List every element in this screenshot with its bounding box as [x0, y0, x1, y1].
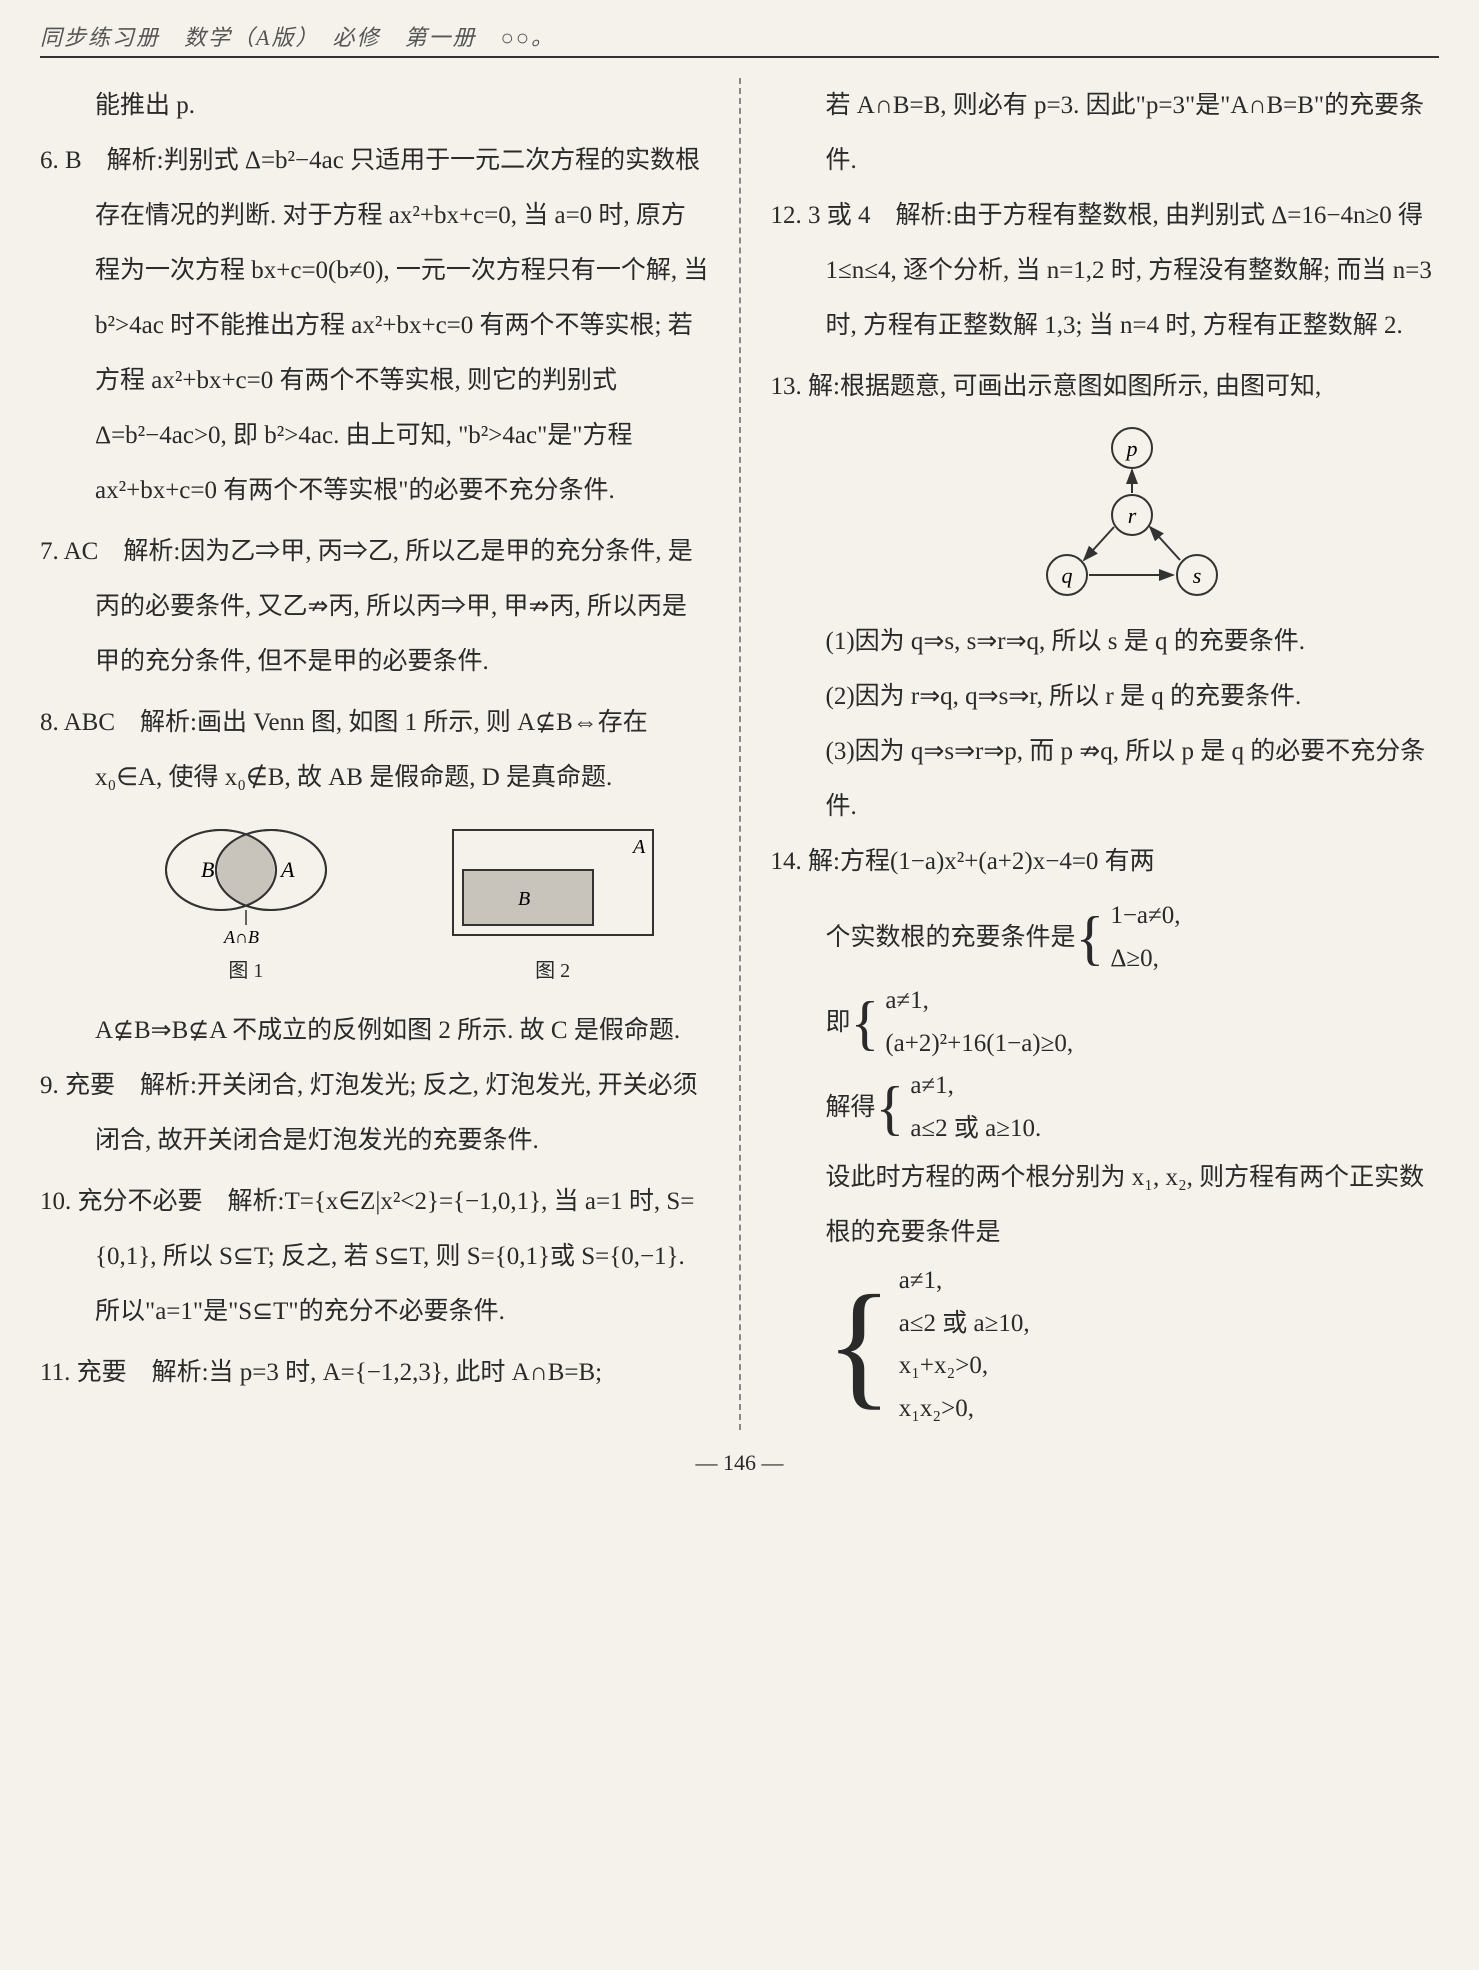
ji-a: a≠1,: [885, 980, 1073, 1023]
item-13-1: (1)因为 q⇒s, s⇒r⇒q, 所以 s 是 q 的充要条件.: [771, 614, 1440, 669]
node-r: r: [1128, 503, 1137, 528]
venn-cap-label: A∩B: [223, 927, 259, 945]
right-column: 若 A∩B=B, 则必有 p=3. 因此"p=3"是"A∩B=B"的充要条件. …: [771, 78, 1440, 1430]
fin-d: x₁x₂>0,: [899, 1388, 1030, 1431]
venn-diagram-icon: B A A∩B: [146, 815, 346, 945]
venn-label-b: B: [201, 857, 214, 882]
rect-diagram-icon: A B: [448, 825, 658, 945]
brace-icon: {: [876, 1078, 905, 1138]
rect-label-a: A: [631, 836, 646, 858]
rect-label-b: B: [518, 888, 530, 910]
cond-a: 1−a≠0,: [1110, 895, 1180, 938]
cond-lead: 个实数根的充要条件是: [826, 910, 1076, 965]
column-divider: [739, 78, 741, 1430]
jie-b: a≤2 或 a≥10.: [910, 1108, 1041, 1151]
cond-b: Δ≥0,: [1110, 938, 1180, 981]
item-8: 8. ABC 解析:画出 Venn 图, 如图 1 所示, 则 A⊈B⇔存在 x…: [40, 695, 709, 805]
figure-13: p r q s: [771, 420, 1440, 610]
item-7: 7. AC 解析:因为乙⇒甲, 丙⇒乙, 所以乙是甲的充分条件, 是丙的必要条件…: [40, 524, 709, 689]
brace-icon: {: [851, 993, 880, 1053]
brace-icon: {: [826, 1282, 893, 1408]
ji-b: (a+2)²+16(1−a)≥0,: [885, 1023, 1073, 1066]
item-9: 9. 充要 解析:开关闭合, 灯泡发光; 反之, 灯泡发光, 开关必须闭合, 故…: [40, 1058, 709, 1168]
jie-lead: 解得: [826, 1080, 876, 1135]
page-number: — 146 —: [40, 1450, 1439, 1476]
node-q: q: [1062, 563, 1073, 588]
item-13-2: (2)因为 r⇒q, q⇒s⇒r, 所以 r 是 q 的充要条件.: [771, 669, 1440, 724]
node-s: s: [1193, 563, 1202, 588]
item-6: 6. B 解析:判别式 Δ=b²−4ac 只适用于一元二次方程的实数根存在情况的…: [40, 133, 709, 518]
item-14-mid: 设此时方程的两个根分别为 x₁, x₂, 则方程有两个正实数根的充要条件是: [771, 1150, 1440, 1260]
venn-label-a: A: [279, 857, 295, 882]
figure-2-label: 图 2: [535, 960, 570, 982]
jie-a: a≠1,: [910, 1065, 1041, 1108]
item-11b: 若 A∩B=B, 则必有 p=3. 因此"p=3"是"A∩B=B"的充要条件.: [771, 78, 1440, 188]
item-14-head: 14. 解:方程(1−a)x²+(a+2)x−4=0 有两: [771, 834, 1440, 889]
item-14-ji: 即 { a≠1, (a+2)²+16(1−a)≥0,: [771, 980, 1440, 1065]
implication-graph-icon: p r q s: [1012, 420, 1252, 610]
figure-1-label: 图 1: [228, 960, 263, 982]
figure-row: B A A∩B 图 1 A B 图 2: [40, 815, 709, 993]
item-12: 12. 3 或 4 解析:由于方程有整数根, 由判别式 Δ=16−4n≥0 得 …: [771, 188, 1440, 353]
figure-1: B A A∩B 图 1: [146, 815, 346, 993]
fin-c: x₁+x₂>0,: [899, 1345, 1030, 1388]
node-p: p: [1125, 436, 1138, 461]
item-8b: A⊈B⇒B⊈A 不成立的反例如图 2 所示. 故 C 是假命题.: [40, 1003, 709, 1058]
left-column: 能推出 p. 6. B 解析:判别式 Δ=b²−4ac 只适用于一元二次方程的实…: [40, 78, 709, 1430]
item-14-final: { a≠1, a≤2 或 a≥10, x₁+x₂>0, x₁x₂>0,: [771, 1260, 1440, 1430]
item-14-jie: 解得 { a≠1, a≤2 或 a≥10.: [771, 1065, 1440, 1150]
fin-b: a≤2 或 a≥10,: [899, 1303, 1030, 1346]
two-column-layout: 能推出 p. 6. B 解析:判别式 Δ=b²−4ac 只适用于一元二次方程的实…: [40, 78, 1439, 1430]
item-14-cond: 个实数根的充要条件是 { 1−a≠0, Δ≥0,: [771, 895, 1440, 980]
item-13-3: (3)因为 q⇒s⇒r⇒p, 而 p ⇏q, 所以 p 是 q 的必要不充分条件…: [771, 724, 1440, 834]
figure-2: A B 图 2: [448, 825, 658, 993]
brace-icon: {: [1076, 908, 1105, 968]
item-11: 11. 充要 解析:当 p=3 时, A={−1,2,3}, 此时 A∩B=B;: [40, 1345, 709, 1400]
item-5-tail: 能推出 p.: [40, 78, 709, 133]
item-10: 10. 充分不必要 解析:T={x∈Z|x²<2}={−1,0,1}, 当 a=…: [40, 1174, 709, 1339]
fin-a: a≠1,: [899, 1260, 1030, 1303]
item-13-head: 13. 解:根据题意, 可画出示意图如图所示, 由图可知,: [771, 359, 1440, 414]
page-header: 同步练习册 数学（A版） 必修 第一册 ○○。: [40, 20, 1439, 58]
ji-lead: 即: [826, 995, 851, 1050]
